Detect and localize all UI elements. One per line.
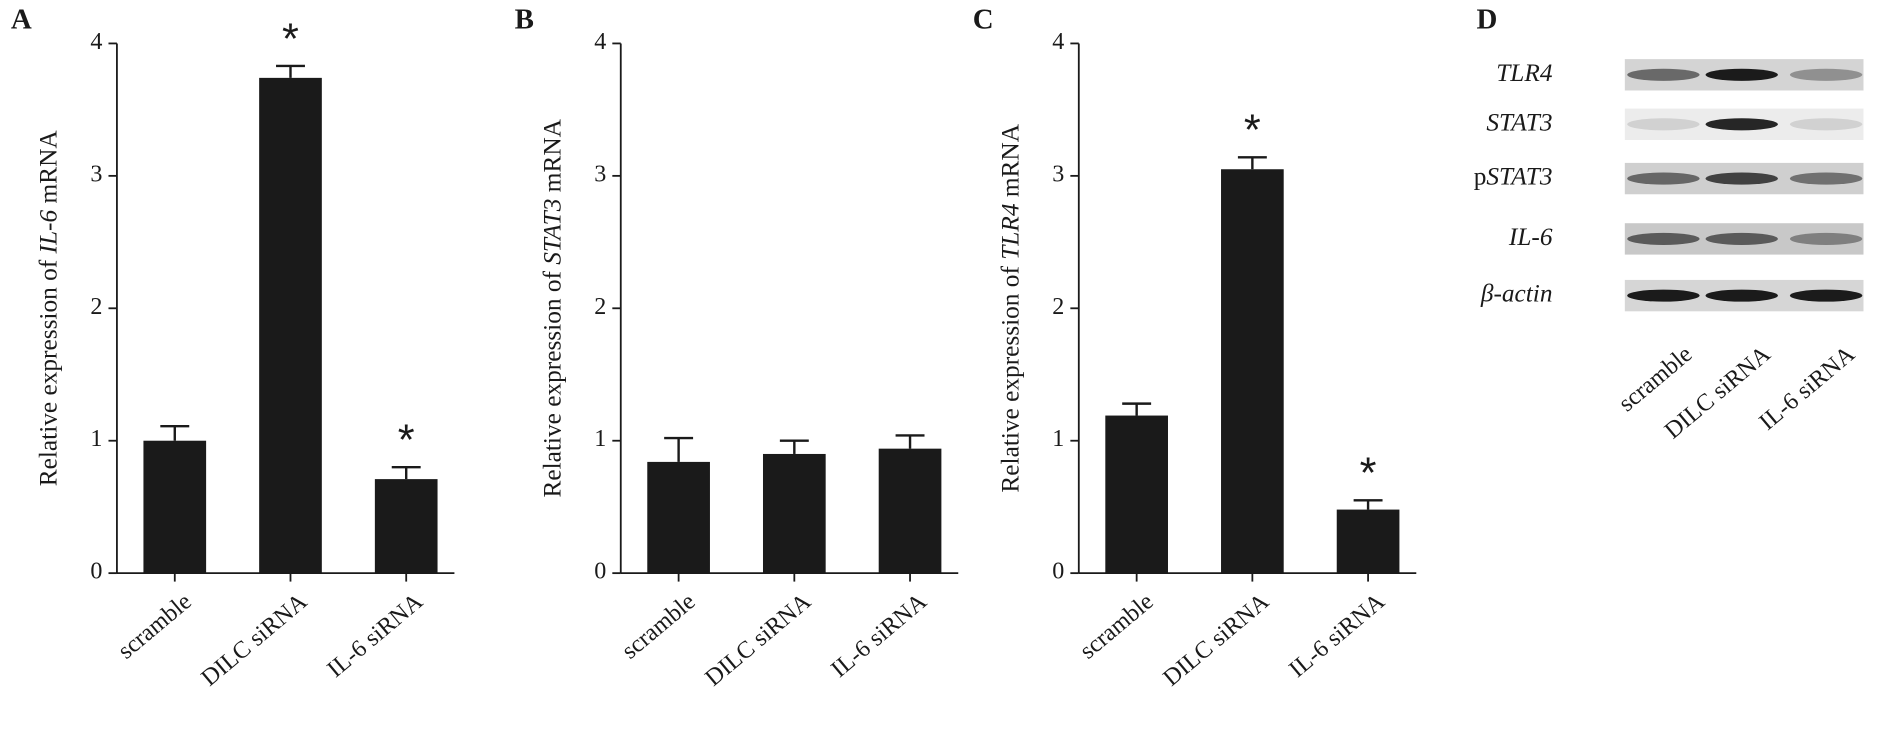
y-tick-label: 1: [594, 426, 606, 452]
error-bar: [276, 64, 305, 78]
blot-band: [1627, 172, 1700, 185]
error-bar: [391, 465, 421, 480]
y-label-text: mRNA: [996, 123, 1024, 203]
blot-band: [1705, 232, 1778, 245]
significance-star: *: [1244, 107, 1261, 155]
blot-band: [1789, 289, 1863, 302]
panel-label: B: [515, 3, 534, 35]
bar: [143, 440, 207, 574]
y-tick-label: 1: [1052, 426, 1064, 452]
y-label-text: mRNA: [34, 130, 62, 210]
blot-band: [1789, 232, 1863, 245]
blot-band: [1627, 68, 1700, 81]
blot-row-label: β-actin: [1480, 279, 1553, 307]
blot-row-name: β-actin: [1480, 279, 1553, 307]
x-tick-label: DILC siRNA: [1159, 588, 1275, 691]
bar: [1221, 169, 1284, 574]
significance-star: *: [282, 15, 299, 63]
blot-band: [1705, 289, 1778, 302]
bar: [1336, 509, 1400, 574]
y-tick-label: 0: [90, 559, 102, 585]
x-tick-label: DILC siRNA: [701, 588, 817, 691]
blot-band: [1789, 68, 1863, 81]
y-label-text: Relative expression of: [996, 260, 1024, 493]
y-tick-label: 2: [90, 294, 102, 320]
bar: [878, 448, 942, 574]
y-tick-label: 3: [594, 161, 606, 187]
blot-band: [1789, 118, 1863, 131]
error-bar: [160, 424, 190, 441]
y-tick-label: 4: [90, 29, 102, 55]
y-axis-label: Relative expression of IL-6 mRNA: [34, 130, 62, 487]
y-axis-label: Relative expression of STAT3 mRNA: [538, 118, 566, 497]
x-tick-label: scramble: [617, 589, 700, 665]
y-tick-label: 4: [1052, 29, 1064, 55]
x-tick-label: IL-6 siRNA: [827, 588, 933, 683]
blot-row-label: TLR4: [1496, 59, 1553, 87]
y-tick-label: 0: [1052, 559, 1064, 585]
panel-label: D: [1477, 3, 1498, 35]
y-tick-label: 3: [1052, 161, 1064, 187]
bar: [374, 479, 438, 574]
y-tick-label: 0: [594, 559, 606, 585]
error-bar: [1353, 499, 1383, 510]
y-axis-label: Relative expression of TLR4 mRNA: [996, 123, 1024, 492]
blot-band: [1627, 118, 1700, 131]
blot-band: [1627, 289, 1700, 302]
panel-label: A: [11, 3, 32, 35]
y-label-text: mRNA: [538, 118, 566, 198]
blot-row-label: STAT3: [1486, 108, 1552, 136]
blot-row-name: STAT3: [1486, 108, 1552, 136]
y-tick-label: 3: [90, 161, 102, 187]
blot-band: [1705, 172, 1778, 185]
error-bar: [895, 434, 925, 449]
x-tick-label: IL-6 siRNA: [323, 588, 429, 683]
blot-row-name: STAT3: [1486, 162, 1552, 190]
bar: [1105, 415, 1168, 574]
significance-star: *: [1360, 450, 1377, 498]
x-tick-label: DILC siRNA: [197, 588, 313, 691]
blot-row-label: IL-6: [1508, 223, 1553, 251]
y-label-gene: STAT3: [538, 199, 566, 265]
error-bar: [664, 436, 694, 462]
blot-band: [1627, 232, 1700, 245]
bar: [647, 461, 710, 574]
y-label-text: Relative expression of: [34, 253, 62, 486]
error-bar: [1122, 402, 1152, 416]
significance-star: *: [398, 417, 415, 465]
blot-row-prefix: p: [1474, 162, 1487, 190]
blot-row-label: pSTAT3: [1474, 162, 1553, 190]
y-tick-label: 2: [1052, 294, 1064, 320]
y-tick-label: 2: [594, 294, 606, 320]
blot-row-name: TLR4: [1496, 59, 1553, 87]
y-label-gene: IL-6: [34, 209, 62, 254]
y-tick-label: 1: [90, 426, 102, 452]
y-label-text: Relative expression of: [538, 265, 566, 498]
panel-label: C: [973, 3, 994, 35]
blot-band: [1789, 172, 1863, 185]
blot-band: [1705, 68, 1778, 81]
error-bar: [1237, 156, 1267, 170]
blot-band: [1705, 118, 1778, 131]
x-tick-label: scramble: [1075, 589, 1158, 665]
y-label-gene: TLR4: [996, 203, 1024, 260]
bar: [259, 77, 322, 574]
x-tick-label: IL-6 siRNA: [1285, 588, 1391, 683]
y-tick-label: 4: [594, 29, 606, 55]
blot-row-name: IL-6: [1508, 223, 1553, 251]
error-bar: [779, 439, 809, 454]
x-tick-label: scramble: [113, 589, 196, 665]
bar: [762, 453, 826, 574]
